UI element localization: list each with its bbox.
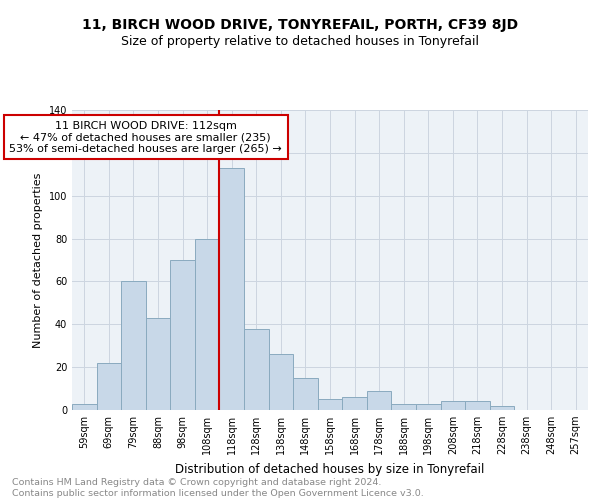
Bar (416, 404, 440, 410)
Bar (220, 168, 244, 410)
Y-axis label: Number of detached properties: Number of detached properties (33, 172, 43, 348)
Bar (72, 404, 97, 410)
Bar (367, 390, 391, 410)
Text: Size of property relative to detached houses in Tonyrefail: Size of property relative to detached ho… (121, 35, 479, 48)
Text: 11 BIRCH WOOD DRIVE: 112sqm
← 47% of detached houses are smaller (235)
53% of se: 11 BIRCH WOOD DRIVE: 112sqm ← 47% of det… (10, 120, 282, 154)
Bar (318, 400, 342, 410)
X-axis label: Distribution of detached houses by size in Tonyrefail: Distribution of detached houses by size … (175, 462, 485, 475)
Bar (195, 238, 220, 410)
Bar (293, 378, 318, 410)
Bar (146, 318, 170, 410)
Bar (97, 363, 121, 410)
Bar (121, 282, 146, 410)
Bar (244, 328, 269, 410)
Bar (440, 402, 465, 410)
Text: 11, BIRCH WOOD DRIVE, TONYREFAIL, PORTH, CF39 8JD: 11, BIRCH WOOD DRIVE, TONYREFAIL, PORTH,… (82, 18, 518, 32)
Bar (342, 397, 367, 410)
Bar (465, 402, 490, 410)
Bar (391, 404, 416, 410)
Bar (269, 354, 293, 410)
Bar (170, 260, 195, 410)
Bar (490, 406, 514, 410)
Text: Contains HM Land Registry data © Crown copyright and database right 2024.
Contai: Contains HM Land Registry data © Crown c… (12, 478, 424, 498)
